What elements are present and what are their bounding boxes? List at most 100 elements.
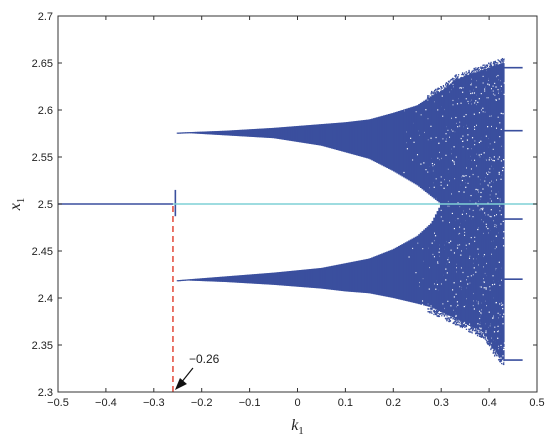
chaos-edge-point <box>495 62 498 64</box>
chaos-gap-speck <box>493 331 496 333</box>
chaos-edge-point <box>494 60 497 63</box>
chaos-gap-speck <box>431 162 434 165</box>
upper-band-strip <box>181 132 185 134</box>
upper-band-strip <box>448 84 451 204</box>
chaos-edge-point <box>492 352 494 354</box>
upper-band-strip <box>238 129 242 137</box>
chaos-gap-speck <box>467 182 469 184</box>
chaos-gap-speck <box>482 111 484 113</box>
chaos-gap-speck <box>479 310 481 312</box>
chaos-gap-speck <box>445 268 447 270</box>
chaos-edge-point <box>498 356 501 358</box>
chaos-gap-speck <box>475 271 477 273</box>
upper-band-strip <box>352 121 356 155</box>
chaos-gap-speck <box>482 82 484 84</box>
lower-band-strip <box>476 204 480 330</box>
chaos-gap-speck <box>502 169 504 172</box>
x-axis-label: k1 <box>291 417 304 437</box>
chaos-gap-speck <box>465 114 467 116</box>
chaos-edge-point <box>455 76 457 78</box>
lower-band-strip <box>257 273 260 284</box>
chaos-gap-speck <box>463 305 465 308</box>
chaos-edge-point <box>474 70 476 72</box>
chaos-edge-point <box>466 72 468 75</box>
chaos-edge-point <box>447 83 449 85</box>
chaos-edge-point <box>498 358 501 361</box>
upper-band-strip <box>342 122 346 152</box>
chaos-gap-speck <box>403 171 405 174</box>
chaos-edge-point <box>491 347 493 349</box>
upper-band-strip <box>305 125 309 144</box>
chaos-edge-point <box>471 327 473 330</box>
lower-band-strip <box>233 275 237 283</box>
chaos-gap-speck <box>480 312 482 314</box>
y-tick-label: 2.5 <box>38 199 53 211</box>
chaos-gap-speck <box>435 136 437 139</box>
upper-band-strip <box>188 132 192 134</box>
chaos-gap-speck <box>461 213 464 215</box>
chaos-edge-point <box>474 329 476 332</box>
upper-band-strip <box>200 131 203 134</box>
chaos-gap-speck <box>488 311 490 313</box>
chaos-edge-point <box>483 333 485 335</box>
chaos-gap-speck <box>482 107 484 109</box>
chaos-gap-speck <box>474 240 476 242</box>
upper-band-strip <box>438 92 441 203</box>
upper-band-strip <box>384 114 388 168</box>
x-tick-label: −0.2 <box>191 397 213 409</box>
chaos-gap-speck <box>502 304 504 306</box>
chaos-gap-speck <box>477 323 479 325</box>
lower-band-strip <box>186 279 190 281</box>
lower-band-strip <box>359 260 363 293</box>
chaos-edge-point <box>430 309 432 311</box>
upper-band-strip <box>394 112 398 173</box>
chaos-gap-speck <box>459 87 461 89</box>
chaos-gap-speck <box>489 182 491 184</box>
chaos-edge-point <box>435 90 437 92</box>
chaos-gap-speck <box>435 288 437 290</box>
chaos-gap-speck <box>499 284 501 286</box>
chaos-edge-point <box>460 77 462 79</box>
lower-band-strip <box>181 279 185 281</box>
chaos-edge-point <box>446 317 448 320</box>
upper-band-strip <box>228 130 232 136</box>
chaos-gap-speck <box>447 205 449 207</box>
chaos-gap-speck <box>495 86 497 88</box>
upper-band-strip <box>206 131 210 135</box>
chaos-edge-point <box>449 317 451 319</box>
y-tick-label: 2.6 <box>38 105 53 117</box>
chaos-edge-point <box>503 362 505 364</box>
lower-band-strip <box>324 267 327 290</box>
chaos-gap-speck <box>457 126 459 128</box>
chaos-edge-point <box>461 76 463 79</box>
chaos-gap-speck <box>502 323 504 325</box>
chaos-edge-point <box>497 59 499 61</box>
chaos-gap-speck <box>473 308 475 310</box>
chaos-gap-speck <box>499 205 501 207</box>
chaos-edge-point <box>475 67 477 69</box>
chaos-edge-point <box>430 311 432 313</box>
chaos-gap-speck <box>503 342 506 344</box>
upper-band-strip <box>203 131 207 135</box>
chaos-edge-point <box>486 65 489 68</box>
upper-band-strip <box>374 117 378 163</box>
chaos-gap-speck <box>492 148 494 150</box>
lower-band-strip <box>210 277 213 282</box>
lower-band-strip <box>429 223 433 308</box>
lower-band-strip <box>391 249 394 298</box>
chaos-edge-point <box>464 325 467 327</box>
chaos-gap-speck <box>497 89 499 91</box>
chaos-gap-speck <box>500 85 503 87</box>
lower-band-strip <box>401 244 405 301</box>
lower-band-strip <box>389 250 393 298</box>
lower-band-strip <box>371 257 374 294</box>
chaos-gap-speck <box>482 188 484 190</box>
upper-band-strip <box>191 131 195 134</box>
lower-band-strip <box>222 276 225 282</box>
chaos-gap-speck <box>497 158 499 160</box>
lower-band-strip <box>434 214 438 310</box>
chaos-edge-point <box>493 351 495 353</box>
chaos-edge-point <box>500 358 502 360</box>
lower-band-strip <box>297 270 301 287</box>
chaos-gap-speck <box>486 304 488 307</box>
